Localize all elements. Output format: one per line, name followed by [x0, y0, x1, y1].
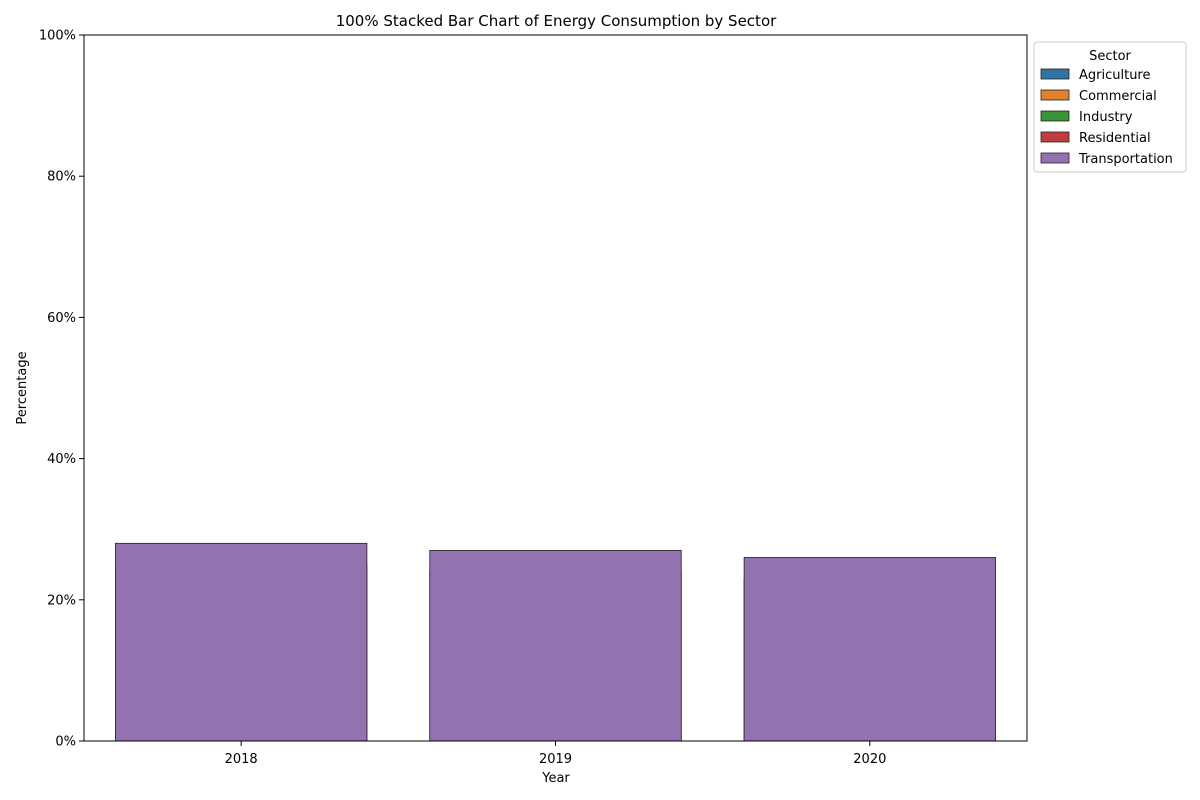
x-tick-label: 2018 [225, 752, 258, 767]
bars-group [115, 542, 996, 742]
y-axis-title: Percentage [15, 351, 30, 424]
legend-title: Sector [1089, 49, 1131, 64]
y-tick-label: 80% [47, 170, 76, 185]
bar-transportation-2018 [115, 542, 368, 742]
legend-label-commercial: Commercial [1079, 89, 1157, 104]
legend-items: Agriculture Commercial Industry Residential… [1040, 68, 1173, 167]
legend: Sector Agriculture Commercial Industry Resi… [1033, 41, 1187, 173]
legend-swatch-transportation [1040, 152, 1070, 164]
chart-title: 100% Stacked Bar Chart of Energy Consump… [336, 12, 777, 30]
y-tick-label: 40% [47, 452, 76, 467]
x-axis: 2018 2019 2020 [225, 741, 886, 767]
legend-swatch-residential [1040, 131, 1070, 143]
legend-label-residential: Residential [1079, 131, 1151, 146]
y-tick-label: 20% [47, 593, 76, 608]
legend-label-industry: Industry [1079, 110, 1133, 125]
legend-frame [1033, 41, 1187, 173]
x-tick-label: 2019 [539, 752, 572, 767]
bar-transportation-2019 [429, 549, 682, 742]
legend-swatch-industry [1040, 110, 1070, 122]
x-tick-label: 2020 [853, 752, 886, 767]
legend-label-agriculture: Agriculture [1079, 68, 1151, 83]
legend-swatch-commercial [1040, 89, 1070, 101]
y-tick-label: 60% [47, 311, 76, 326]
y-tick-label: 100% [39, 29, 76, 44]
x-axis-title: Year [541, 771, 570, 786]
y-tick-label: 0% [55, 735, 76, 750]
y-axis: 0% 20% 40% 60% 80% 100% [39, 29, 84, 750]
legend-label-transportation: Transportation [1078, 152, 1173, 167]
legend-swatch-agriculture [1040, 68, 1070, 80]
bar-transportation-2020 [743, 557, 996, 742]
